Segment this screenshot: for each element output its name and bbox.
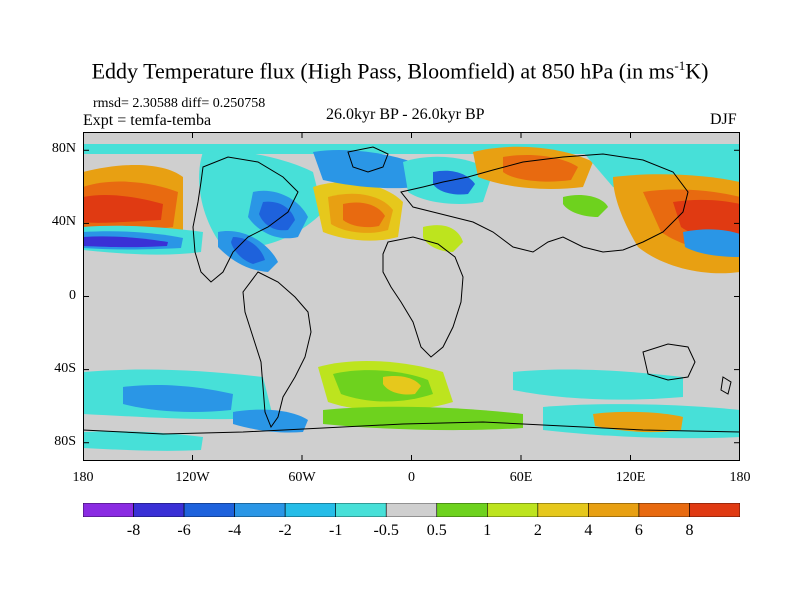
map-title: Eddy Temperature flux (High Pass, Bloomf…	[91, 58, 709, 84]
y-tick-label: 40S	[54, 360, 76, 376]
y-tick-label: 80S	[54, 433, 76, 449]
colorbar-label: -0.5	[373, 522, 399, 539]
colorbar-swatch	[689, 503, 740, 517]
y-tick-label: 40N	[51, 214, 76, 230]
colorbar-swatch	[133, 503, 185, 517]
colorbar-label: -4	[227, 522, 242, 539]
flux-map	[83, 132, 740, 461]
stats-text: rmsd= 2.30588 diff= 0.250758	[93, 96, 266, 111]
colorbar-label: 8	[685, 522, 694, 539]
colorbar-label: -6	[177, 522, 191, 539]
x-tick-label: 180	[72, 470, 94, 485]
x-tick-label: 60W	[288, 470, 316, 485]
colorbar-swatch	[537, 503, 589, 517]
coastlines	[83, 146, 740, 435]
period-label: 26.0kyr BP - 26.0kyr BP	[326, 106, 485, 123]
colorbar-swatch	[234, 503, 286, 517]
colorbar-swatch	[284, 503, 336, 517]
colorbar-swatch	[385, 503, 438, 517]
colorbar-swatch	[183, 503, 235, 517]
x-tick-label: 0	[408, 470, 415, 485]
flux-contours	[83, 144, 740, 451]
colorbar-swatch	[638, 503, 690, 517]
colorbar-label: -1	[329, 522, 343, 539]
colorbar-label: 1	[483, 522, 492, 539]
colorbar-label: 4	[584, 522, 593, 539]
colorbar-swatch	[436, 503, 488, 517]
x-tick-label: 60E	[509, 470, 533, 485]
colorbar-swatch	[83, 503, 134, 517]
colorbar-swatch	[588, 503, 640, 517]
y-tick-label: 80N	[51, 141, 76, 157]
colorbar-label: -2	[278, 522, 292, 539]
season-label: DJF	[710, 111, 737, 128]
x-tick-label: 120W	[175, 470, 210, 485]
colorbar-swatch	[335, 503, 387, 517]
colorbar-label: 2	[533, 522, 542, 539]
experiment-label: Expt = temfa-temba	[83, 112, 212, 129]
colorbar	[83, 503, 740, 517]
colorbar-label: 6	[634, 522, 643, 539]
y-tick-label: 0	[69, 287, 76, 303]
x-tick-label: 180	[729, 470, 751, 485]
colorbar-label: 0.5	[426, 522, 447, 539]
colorbar-label: -8	[126, 522, 141, 539]
x-tick-label: 120E	[615, 470, 646, 485]
colorbar-swatch	[487, 503, 539, 517]
